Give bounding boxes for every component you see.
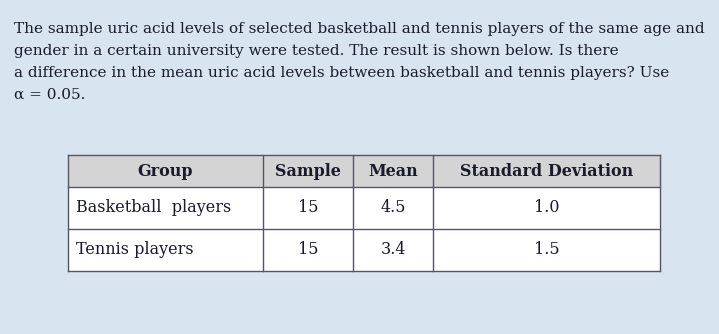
Text: gender in a certain university were tested. The result is shown below. Is there: gender in a certain university were test… <box>14 44 618 58</box>
Bar <box>68 155 263 187</box>
Text: Basketball  players: Basketball players <box>76 199 232 216</box>
Text: 1.5: 1.5 <box>533 241 559 259</box>
Text: 15: 15 <box>298 241 319 259</box>
Bar <box>68 187 263 229</box>
Bar <box>433 229 660 271</box>
Text: The sample uric acid levels of selected basketball and tennis players of the sam: The sample uric acid levels of selected … <box>14 22 705 36</box>
Text: 15: 15 <box>298 199 319 216</box>
Bar <box>263 187 353 229</box>
Text: 3.4: 3.4 <box>380 241 406 259</box>
Text: Group: Group <box>138 163 193 179</box>
Bar <box>68 229 263 271</box>
Bar <box>353 187 433 229</box>
Bar <box>263 155 353 187</box>
Text: a difference in the mean uric acid levels between basketball and tennis players?: a difference in the mean uric acid level… <box>14 66 669 80</box>
Bar <box>353 155 433 187</box>
Text: 4.5: 4.5 <box>380 199 406 216</box>
Bar <box>353 229 433 271</box>
Text: α = 0.05.: α = 0.05. <box>14 88 86 102</box>
Text: Standard Deviation: Standard Deviation <box>460 163 633 179</box>
Text: 1.0: 1.0 <box>533 199 559 216</box>
Bar <box>433 155 660 187</box>
Bar <box>263 229 353 271</box>
Text: Sample: Sample <box>275 163 341 179</box>
Bar <box>433 187 660 229</box>
Text: Tennis players: Tennis players <box>76 241 193 259</box>
Text: Mean: Mean <box>368 163 418 179</box>
